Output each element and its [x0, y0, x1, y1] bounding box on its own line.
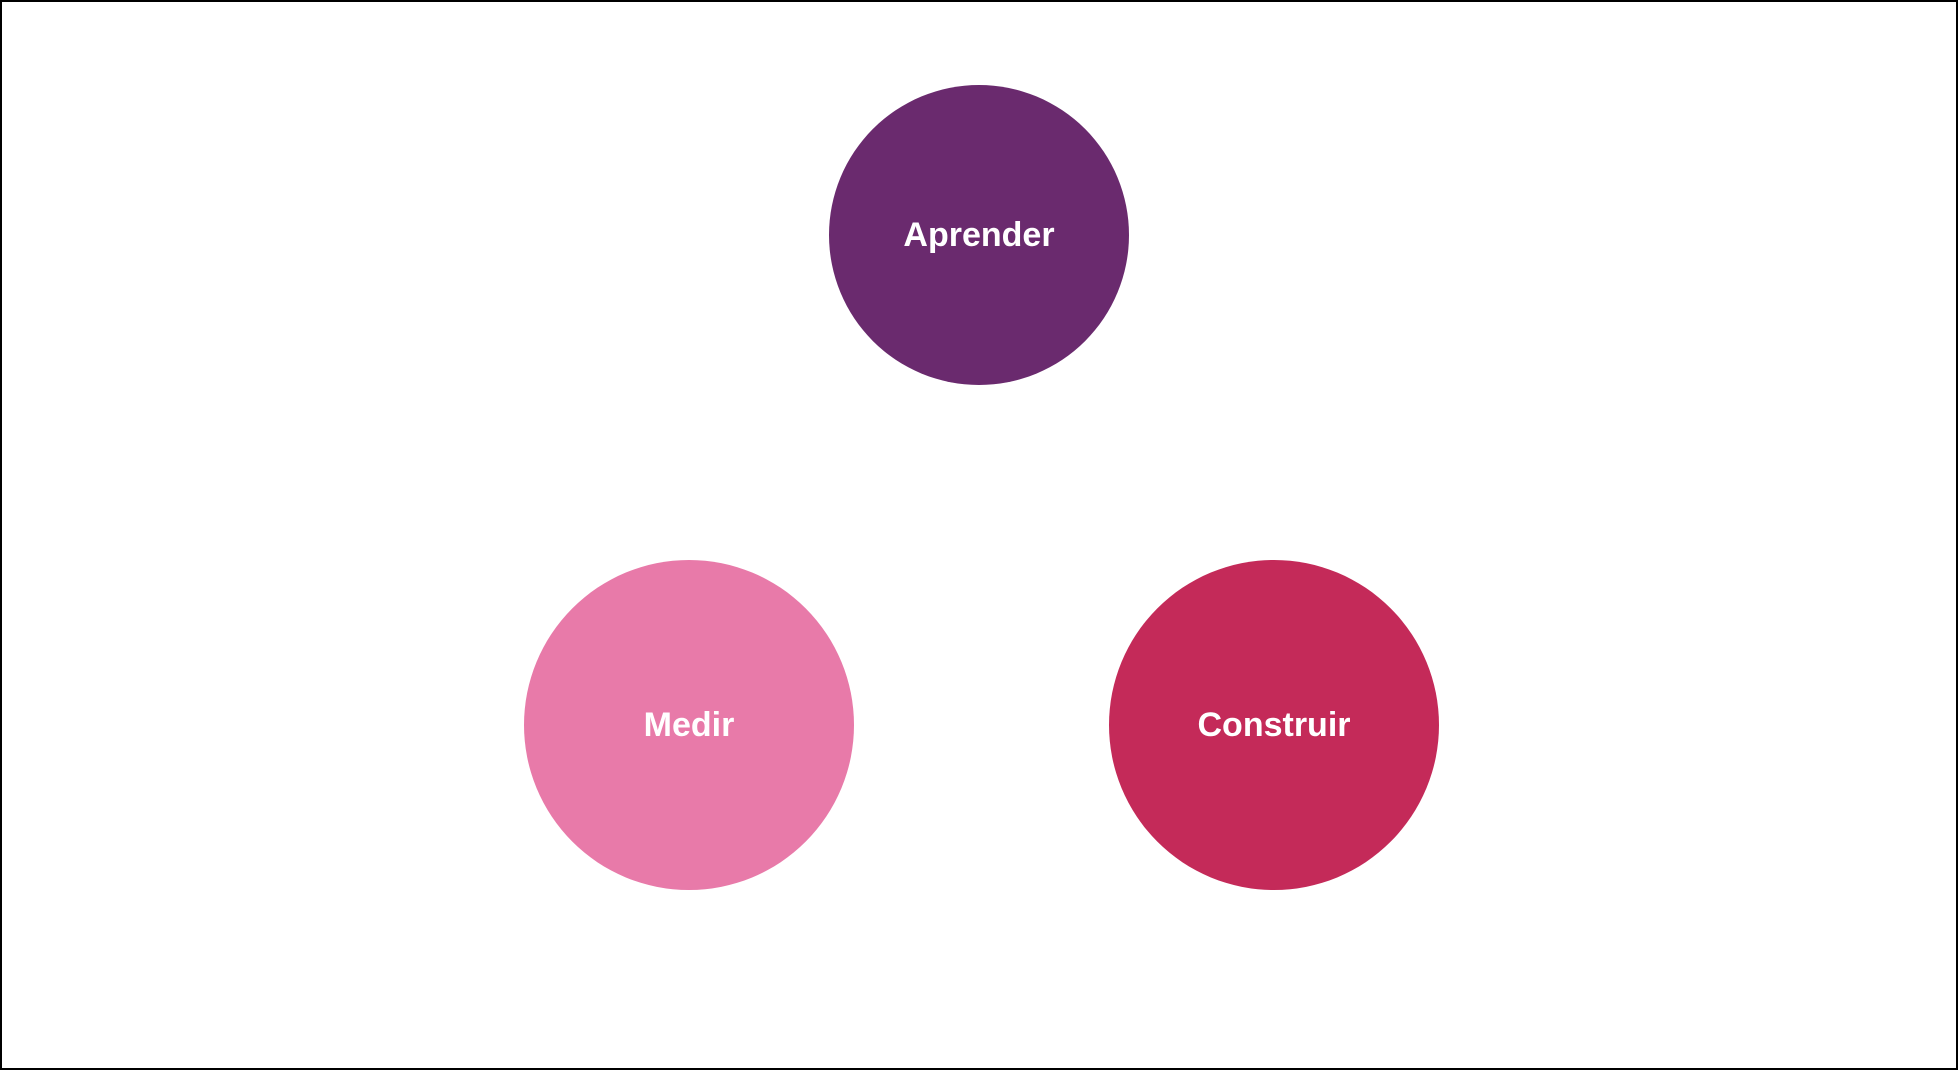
node-construir: Construir [1109, 560, 1439, 890]
node-aprender-label: Aprender [903, 216, 1054, 255]
node-construir-label: Construir [1198, 706, 1351, 745]
diagram-stage: Aprender Construir Medir [529, 85, 1429, 985]
node-aprender: Aprender [829, 85, 1129, 385]
diagram-frame: Aprender Construir Medir [0, 0, 1958, 1070]
node-medir: Medir [524, 560, 854, 890]
node-medir-label: Medir [644, 706, 735, 745]
